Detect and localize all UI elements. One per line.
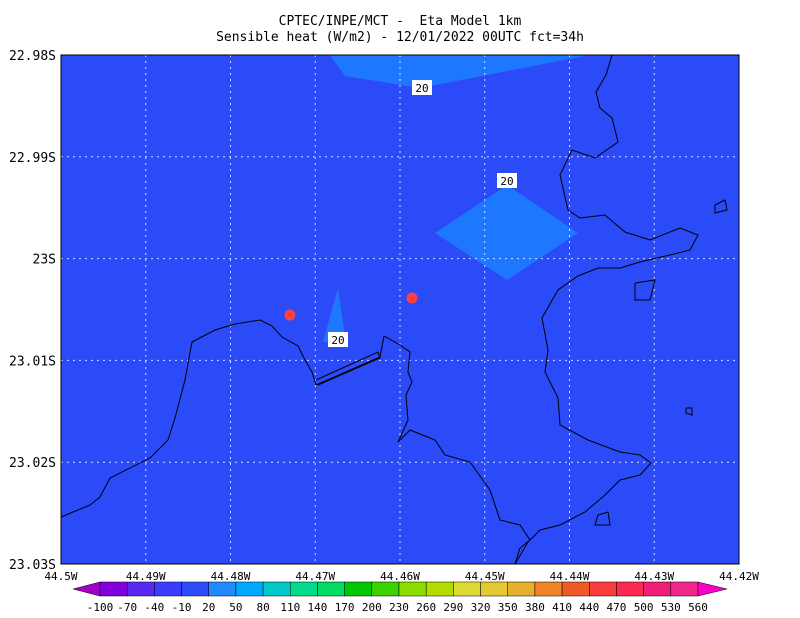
plot-frame — [60, 54, 740, 565]
x-tick-label: 44.44W — [550, 570, 590, 583]
colorbar-label: 230 — [389, 601, 409, 614]
colorbar-label: 80 — [256, 601, 269, 614]
colorbar-box — [616, 581, 644, 597]
colorbar-box — [154, 581, 182, 597]
colorbar-label: 50 — [229, 601, 242, 614]
colorbar-label: 170 — [335, 601, 355, 614]
colorbar-label: -40 — [144, 601, 164, 614]
x-tick-label: 44.42W — [719, 570, 759, 583]
colorbar-label: 140 — [308, 601, 328, 614]
colorbar-label: 110 — [280, 601, 300, 614]
colorbar-box — [507, 581, 536, 597]
contour-fill — [323, 55, 590, 342]
colorbar-label: 290 — [443, 601, 463, 614]
colorbar: -100 -70 -40 -10 20 50 80 110 140 170 200 230 260 290… — [72, 581, 728, 614]
contour-label-box — [497, 173, 517, 188]
subtitle: Sensible heat (W/m2) - 12/01/2022 00UTC … — [216, 30, 584, 45]
y-tick-label: 23.01S — [9, 354, 56, 369]
colorbar-label: -70 — [117, 601, 137, 614]
colorbar-box — [589, 581, 617, 597]
colorbar-label: 440 — [579, 601, 599, 614]
colorbar-arrow — [697, 581, 728, 597]
x-tick-label: 44.45W — [465, 570, 505, 583]
x-tick-label: 44.43W — [634, 570, 674, 583]
colorbar-box — [290, 581, 318, 597]
colorbar-label: 530 — [661, 601, 681, 614]
colorbar-box — [670, 581, 699, 597]
colorbar-box — [371, 581, 400, 597]
colorbar-label: -10 — [172, 601, 192, 614]
contour-label: 20 — [500, 175, 513, 188]
colorbar-label: 470 — [607, 601, 627, 614]
y-tick-label: 22.99S — [9, 151, 56, 166]
colorbar-label: 560 — [688, 601, 708, 614]
contour-label-box — [412, 80, 432, 95]
y-tick-label: 23S — [33, 253, 56, 268]
colorbar-box — [181, 581, 209, 597]
contour-labels: 20 20 20 — [328, 80, 517, 347]
colorbar-label: 260 — [416, 601, 436, 614]
contour-label-box — [328, 332, 348, 347]
location-marker — [406, 292, 418, 304]
colorbar-label: 500 — [634, 601, 654, 614]
colorbar-label: 200 — [362, 601, 382, 614]
x-tick-label: 44.48W — [211, 570, 251, 583]
colorbar-box — [208, 581, 237, 597]
axis-labels: 44.5W 44.49W 44.48W 44.47W 44.46W 44.45W 44.44… — [9, 49, 759, 583]
colorbar-label: 410 — [552, 601, 572, 614]
contour-label: 20 — [331, 334, 344, 347]
colorbar-box — [235, 581, 264, 597]
location-marker — [284, 309, 296, 321]
colorbar-box — [344, 581, 373, 597]
contour-label: 20 — [415, 82, 428, 95]
x-tick-label: 44.47W — [295, 570, 335, 583]
y-tick-label: 23.02S — [9, 456, 56, 471]
colorbar-box — [453, 581, 481, 597]
colorbar-label: -100 — [87, 601, 114, 614]
colorbar-label: 380 — [525, 601, 545, 614]
colorbar-box — [561, 581, 590, 597]
colorbar-box — [126, 581, 155, 597]
markers — [284, 292, 418, 321]
grid — [61, 55, 739, 564]
colorbar-label: 20 — [202, 601, 215, 614]
colorbar-box — [317, 581, 345, 597]
colorbar-box — [99, 581, 128, 597]
colorbar-label: 320 — [471, 601, 491, 614]
coastline — [60, 54, 728, 565]
y-tick-label: 23.03S — [9, 558, 56, 573]
colorbar-arrow — [72, 581, 101, 597]
x-tick-label: 44.46W — [380, 570, 420, 583]
x-tick-label: 44.49W — [126, 570, 166, 583]
colorbar-label: 350 — [498, 601, 518, 614]
colorbar-box — [262, 581, 291, 597]
colorbar-box — [534, 581, 563, 597]
colorbar-box — [480, 581, 508, 597]
y-tick-label: 22.98S — [9, 49, 56, 64]
colorbar-box — [643, 581, 672, 597]
title: CPTEC/INPE/MCT - Eta Model 1km — [279, 14, 522, 29]
colorbar-box — [425, 581, 454, 597]
colorbar-box — [398, 581, 427, 597]
x-tick-label: 44.5W — [44, 570, 77, 583]
